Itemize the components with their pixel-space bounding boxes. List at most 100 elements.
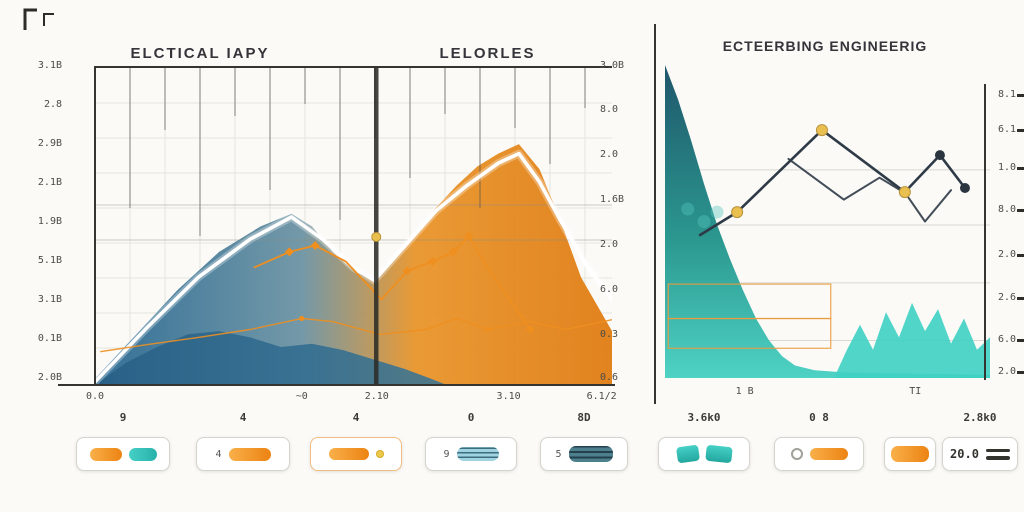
chip-value-label: 9	[119, 411, 127, 424]
chip-icon-pill[interactable]	[774, 437, 864, 471]
orange-pill	[228, 447, 271, 461]
chip-value-label: 0 8	[809, 411, 829, 424]
y-axis-label-left: 3.1B	[37, 60, 62, 71]
axis-tick	[1017, 254, 1024, 257]
x-axis-label-left: 6.1/2	[586, 391, 617, 402]
right-chart-title: ECTEERBING ENGINEERIG	[722, 38, 928, 54]
y-axis-label-inner-right: 2.0	[600, 149, 619, 160]
chip-value-label: 3.6k0	[687, 411, 721, 424]
y-axis-label-left: 1.9B	[37, 216, 62, 227]
left-chart-top-border	[95, 66, 612, 68]
orange-pill	[328, 448, 369, 460]
teal-pill	[128, 447, 157, 461]
y-axis-label-inner-right: 0.6	[600, 372, 619, 383]
teal-decay-area	[665, 65, 990, 378]
gradient-mountain-area	[95, 144, 612, 385]
orange-pill	[89, 447, 122, 461]
x-axis-label-right: 1 B	[735, 386, 754, 397]
dark-dot-marker	[934, 150, 945, 161]
navy-dot-line	[698, 128, 967, 237]
orange-dot-marker	[299, 315, 305, 322]
y-axis-label-far-right: 8.1	[997, 89, 1016, 100]
ring-icon	[790, 448, 803, 460]
y-axis-label-far-right: 8.0	[997, 204, 1016, 215]
chip-text: 5	[555, 448, 562, 460]
chip-text-pill[interactable]: 4	[196, 437, 290, 471]
navy-second-line	[787, 157, 952, 223]
right-chart-right-border	[984, 84, 986, 380]
teal-jagged-area	[665, 302, 990, 378]
left-chart-title-primary: ELCTICAL IAPY	[130, 45, 270, 62]
y-axis-label-left: 5.1B	[37, 255, 62, 266]
x-axis-label-right: TI	[909, 386, 922, 397]
orange-low-line	[100, 317, 612, 353]
chip-pill-dot[interactable]	[310, 437, 402, 471]
gold-dot-icon	[375, 450, 384, 458]
y-axis-label-left: 2.8	[43, 99, 62, 110]
axis-tick	[1017, 297, 1024, 300]
y-axis-label-inner-right: 0.3	[600, 329, 619, 340]
panel-divider	[654, 24, 656, 404]
front-ridge-area	[95, 331, 612, 385]
y-axis-label-far-right: 2.0	[997, 249, 1016, 260]
orange-box-outline	[667, 317, 832, 349]
orange-dot-marker	[485, 326, 491, 333]
teal-blob	[704, 444, 733, 464]
chip-value-label: 2.8k0	[963, 411, 997, 424]
chip-text-darkstripe[interactable]: 5	[540, 437, 628, 471]
chip-text: 4	[215, 448, 222, 460]
chip-value-label: 4	[352, 411, 360, 424]
chip-text: 9	[443, 448, 450, 460]
teal-blob	[675, 444, 700, 464]
corner-mark	[23, 8, 54, 30]
chip-text-stripe[interactable]: 9	[425, 437, 517, 471]
x-axis-label-left: 3.10	[496, 391, 521, 402]
orange-pill	[809, 448, 848, 460]
white-trend-line	[95, 151, 612, 384]
y-axis-label-left: 0.1B	[37, 333, 62, 344]
gold-dot-marker	[371, 231, 382, 242]
y-axis-label-far-right: 1.0	[997, 162, 1016, 173]
faded-dot	[710, 205, 724, 219]
y-axis-label-inner-right: 2.0	[600, 239, 619, 250]
chip-value-label: 8D	[577, 411, 591, 424]
left-chart-canvas	[95, 68, 612, 385]
axis-tick	[1017, 94, 1024, 97]
axis-tick	[1017, 371, 1024, 374]
y-axis-label-far-right: 6.1	[997, 124, 1016, 135]
right-chart-canvas	[665, 65, 990, 378]
x-axis-label-left: ~0	[295, 391, 308, 402]
y-axis-label-inner-right: 1.6B	[600, 194, 625, 205]
y-axis-label-left: 3.1B	[37, 294, 62, 305]
dark-dot-marker	[959, 183, 970, 194]
y-axis-label-left: 2.1B	[37, 177, 62, 188]
chip-blobs[interactable]	[658, 437, 750, 471]
orange-marker	[464, 231, 474, 241]
left-chart-baseline	[58, 384, 615, 386]
chip-value: 20.0	[950, 447, 979, 461]
chip-value-label: 0	[467, 411, 475, 424]
axis-tick	[1017, 339, 1024, 342]
chip-solid-pill[interactable]	[884, 437, 936, 471]
y-axis-label-far-right: 2.0	[997, 366, 1016, 377]
axis-tick	[1017, 129, 1024, 132]
chip-dual-pill[interactable]	[76, 437, 170, 471]
dark-striped-pill	[568, 446, 613, 462]
orange-pill	[891, 446, 929, 462]
y-axis-label-far-right: 6.0	[997, 334, 1016, 345]
y-axis-label-far-right: 2.6	[997, 292, 1016, 303]
chip-value-box[interactable]: 20.0	[942, 437, 1018, 471]
bars-icon	[985, 448, 1010, 460]
gold-dot-marker	[898, 186, 911, 199]
y-axis-label-inner-right: 8.0	[600, 104, 619, 115]
gold-dot-marker	[815, 124, 828, 137]
orange-marker-line	[253, 235, 532, 331]
y-axis-label-left: 2.0B	[37, 372, 62, 383]
axis-tick	[1017, 209, 1024, 212]
x-axis-label-left: 0.0	[85, 391, 105, 402]
chip-value-label: 4	[239, 411, 247, 424]
left-chart-title-secondary: LELORLES	[439, 45, 536, 62]
x-axis-label-left: 2.10	[364, 391, 389, 402]
orange-marker	[428, 256, 438, 266]
